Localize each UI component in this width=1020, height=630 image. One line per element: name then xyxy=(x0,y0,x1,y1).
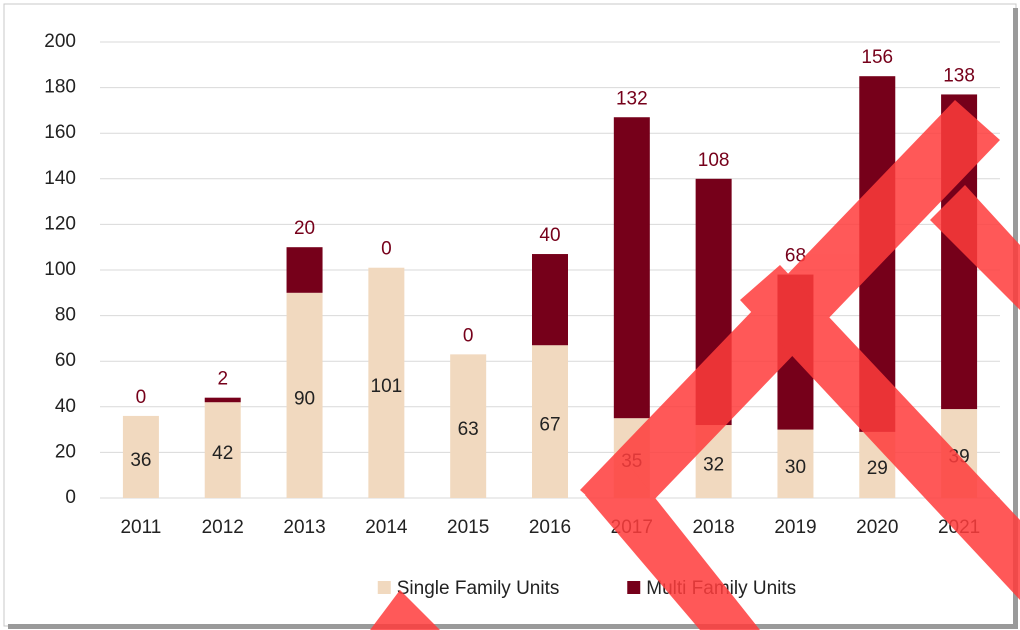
bar-segment xyxy=(613,117,650,419)
bar-segment xyxy=(532,254,568,346)
data-label: 20 xyxy=(294,218,315,239)
x-tick-label: 2019 xyxy=(774,517,816,538)
x-tick-label: 2012 xyxy=(202,517,244,538)
bar-segment xyxy=(286,292,323,498)
watermark-stroke xyxy=(585,460,760,630)
bar-segment xyxy=(286,247,323,293)
y-tick-label: 40 xyxy=(55,396,76,417)
x-tick-label: 2013 xyxy=(283,517,325,538)
data-label: 0 xyxy=(381,239,392,260)
bar-segment xyxy=(204,402,241,498)
bar-segment xyxy=(450,354,487,498)
y-tick-label: 160 xyxy=(44,122,76,143)
data-label: 0 xyxy=(136,387,147,408)
data-label: 36 xyxy=(130,450,151,471)
data-label: 132 xyxy=(616,88,648,109)
y-tick-label: 0 xyxy=(65,487,76,508)
data-label: 42 xyxy=(212,443,233,464)
data-label: 67 xyxy=(539,415,560,436)
y-tick-label: 200 xyxy=(44,31,76,52)
data-label: 90 xyxy=(294,388,315,409)
bar-segment xyxy=(204,397,241,403)
data-label: 30 xyxy=(785,457,806,478)
data-label: 138 xyxy=(943,65,975,86)
legend-swatch xyxy=(627,581,641,594)
watermark-stroke xyxy=(930,185,1020,310)
watermark-stroke xyxy=(740,265,1020,600)
frame-shadow xyxy=(1013,8,1018,628)
legend-swatch xyxy=(377,581,391,594)
y-tick-label: 60 xyxy=(55,350,76,371)
x-tick-label: 2015 xyxy=(447,517,489,538)
data-label: 32 xyxy=(703,455,724,476)
watermark xyxy=(370,100,1020,630)
bar-segment xyxy=(777,429,814,498)
bar-segment xyxy=(122,415,159,498)
y-tick-label: 120 xyxy=(44,213,76,234)
data-label: 40 xyxy=(539,225,560,246)
frame-shadow xyxy=(8,624,1018,629)
x-tick-label: 2020 xyxy=(856,517,898,538)
bar-segment xyxy=(368,267,405,498)
data-label: 101 xyxy=(371,376,403,397)
y-tick-label: 180 xyxy=(44,77,76,98)
x-tick-label: 2014 xyxy=(365,517,408,538)
x-tick-label: 2016 xyxy=(529,517,571,538)
data-label: 0 xyxy=(463,325,474,346)
y-tick-label: 100 xyxy=(44,259,76,280)
y-tick-label: 80 xyxy=(55,305,76,326)
bar-segment xyxy=(532,345,568,498)
data-label: 63 xyxy=(458,419,479,440)
data-label: 108 xyxy=(698,150,730,171)
watermark-stroke xyxy=(370,590,440,630)
data-label: 2 xyxy=(217,369,228,390)
x-tick-label: 2011 xyxy=(120,517,161,538)
x-tick-label: 2018 xyxy=(692,517,734,538)
data-label: 156 xyxy=(861,47,893,68)
y-tick-label: 140 xyxy=(44,168,76,189)
legend-label: Single Family Units xyxy=(397,578,560,599)
data-label: 29 xyxy=(867,458,888,479)
y-tick-label: 20 xyxy=(55,441,76,462)
chart-frame xyxy=(3,3,1017,627)
